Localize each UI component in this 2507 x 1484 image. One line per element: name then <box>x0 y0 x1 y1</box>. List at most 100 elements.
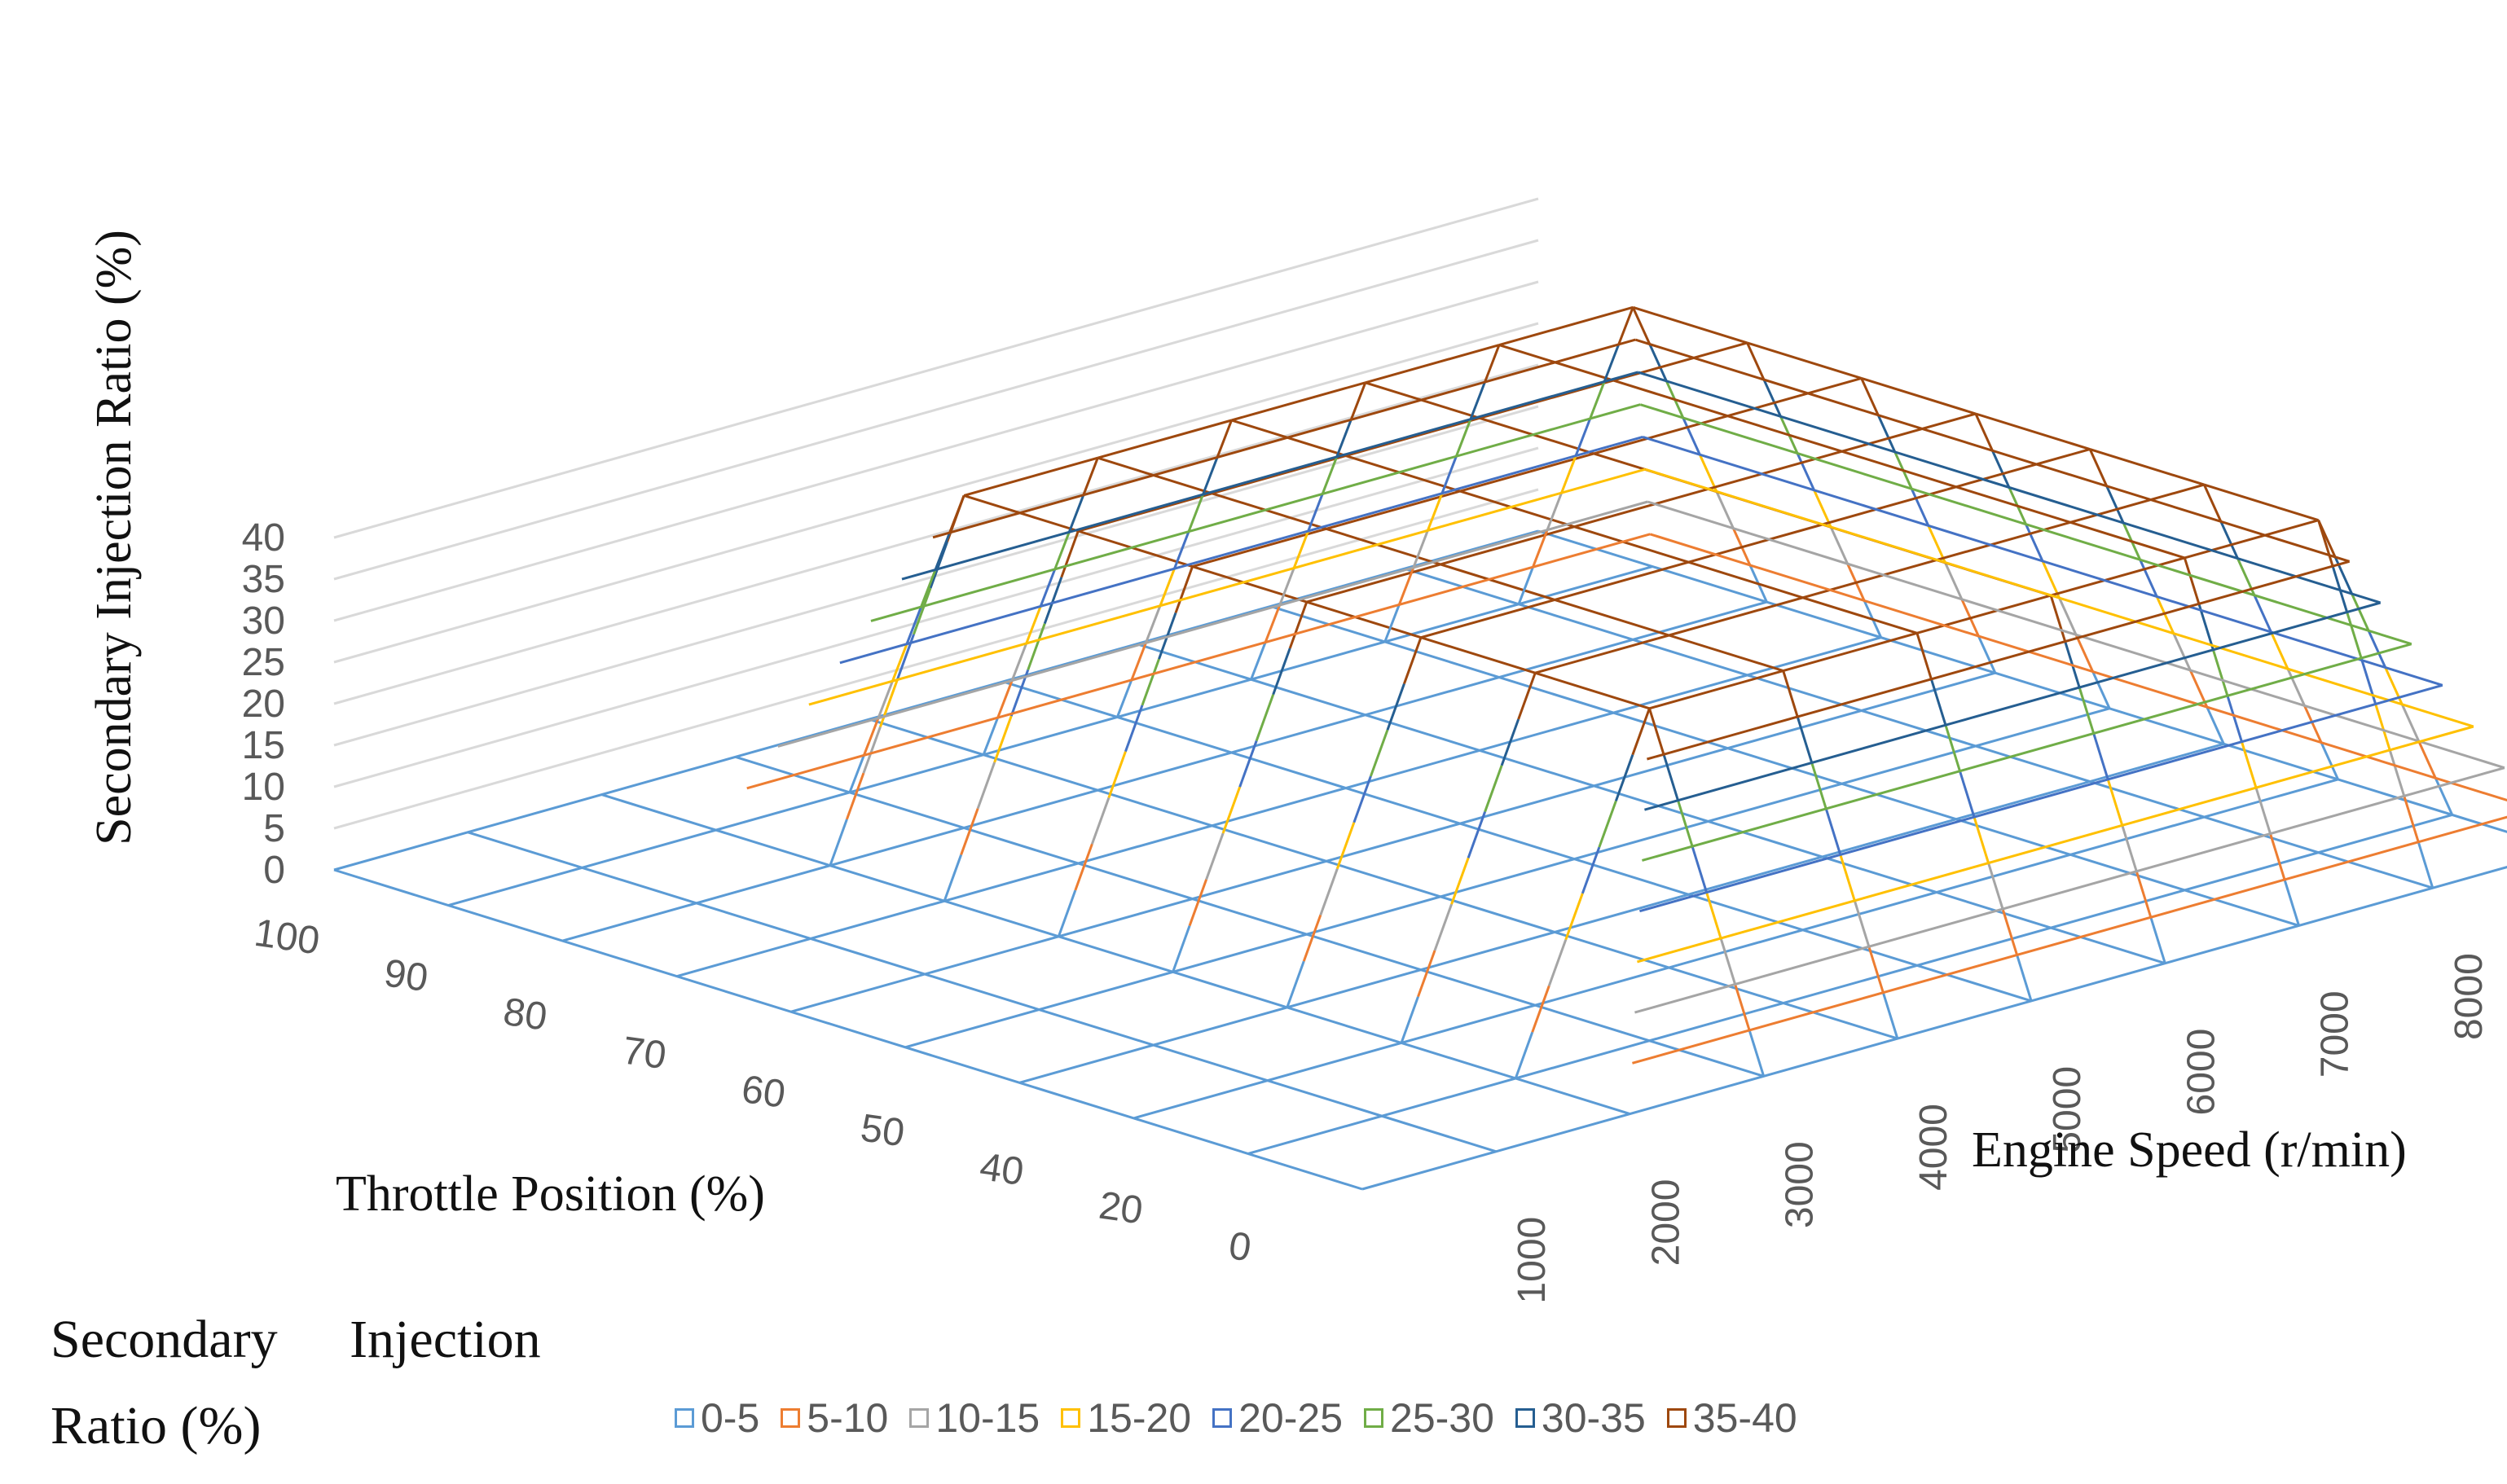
surface-edge <box>1637 725 2474 964</box>
surface-edge <box>1255 694 1275 741</box>
surface-edge <box>2089 448 2205 486</box>
surface-edge <box>1927 525 1946 564</box>
z-gridline <box>333 322 1539 664</box>
surface-edge <box>1762 379 1782 417</box>
surface-edge <box>2069 483 2205 524</box>
surface-edge <box>905 606 922 645</box>
surface-edge <box>963 456 1098 497</box>
surface-edge <box>1715 490 1735 529</box>
surface-edge <box>1335 419 1352 458</box>
surface-edge <box>1440 455 1458 494</box>
legend-label: 0-5 <box>701 1395 760 1441</box>
surface-edge <box>1097 419 1232 459</box>
surface-edge <box>2400 704 2421 742</box>
surface-edge <box>1187 494 1204 533</box>
throttle-tick-label: 0 <box>1226 1224 1254 1270</box>
surface-edge <box>1955 485 2071 524</box>
surface-edge <box>2434 777 2454 816</box>
surface-edge <box>1479 379 1614 419</box>
surface-edge <box>1810 762 1827 810</box>
surface-edge <box>1647 500 2505 770</box>
z-tick-label: 35 <box>242 558 285 601</box>
surface-edge <box>1386 683 1405 731</box>
surface-edge <box>1057 889 1077 937</box>
legend: 0-5 5-10 10-15 15-20 20-25 25-30 30-35 35-40 <box>675 1394 1819 1442</box>
surface-edge <box>1534 634 1669 674</box>
surface-edge <box>1459 490 1575 529</box>
floor-gridline <box>1404 567 2434 889</box>
legend-swatch-icon <box>781 1408 801 1428</box>
z-gridline <box>333 446 1539 788</box>
legend-swatch-icon <box>1666 1408 1687 1428</box>
surface-edge <box>1719 937 1737 985</box>
legend-swatch-icon <box>1364 1408 1384 1428</box>
surface-edge <box>1614 754 1634 801</box>
surface-edge <box>1727 377 1863 418</box>
legend-title-line-2: Ratio (%) <box>51 1396 262 1455</box>
throttle-tick-label: 90 <box>381 951 430 1000</box>
surface-edge <box>1644 468 2474 728</box>
surface-edge <box>1455 419 1472 457</box>
surface-edge <box>1637 371 2382 604</box>
z-gridline <box>333 239 1539 581</box>
surface-edge <box>1077 492 1212 533</box>
surface-edge <box>1975 412 2091 450</box>
surface-edge <box>1631 306 1652 345</box>
surface-edge <box>1581 846 1601 894</box>
surface-edge <box>1286 960 1305 1008</box>
surface-edge <box>862 726 882 774</box>
surface-edge <box>1345 454 1461 493</box>
surface-edge <box>1698 454 1718 493</box>
surface-edge <box>1250 642 1267 680</box>
legend-label: 5-10 <box>807 1395 889 1441</box>
legend-item: 10-15 <box>909 1394 1040 1442</box>
surface-edge <box>2417 740 2437 779</box>
surface-edge <box>1321 456 1339 494</box>
surface-edge <box>1370 729 1389 777</box>
surface-edge <box>1647 560 2351 761</box>
surface-edge <box>1977 635 1997 674</box>
surface-edge <box>1124 705 1144 753</box>
surface-edge <box>1420 636 1536 674</box>
surface-edge <box>1841 450 1957 489</box>
throttle-tick-label: 40 <box>977 1145 1026 1194</box>
surface-edge <box>1802 596 1918 634</box>
surface-edge <box>1853 900 1871 947</box>
z-gridline <box>333 280 1539 622</box>
legend-item: 35-40 <box>1666 1394 1797 1442</box>
throttle-axis-title: Throttle Position (%) <box>336 1166 765 1222</box>
surface-edge <box>1734 983 1751 1031</box>
surface-edge <box>1648 708 1665 755</box>
surface-edge <box>1876 415 1897 453</box>
surface-edge <box>2253 595 2272 633</box>
legend-title-word-2: Injection <box>350 1310 541 1369</box>
surface-edge <box>1669 596 1804 637</box>
surface-edge <box>1564 893 1584 941</box>
surface-edge <box>2403 795 2420 843</box>
surface-edge <box>934 532 951 571</box>
legend-item: 25-30 <box>1364 1394 1494 1442</box>
surface-edge <box>2333 556 2353 595</box>
surface-edge <box>808 468 1646 706</box>
surface-edge <box>1144 605 1162 643</box>
surface-edge <box>1974 413 1994 451</box>
surface-edge <box>1174 566 1194 613</box>
surface-edge <box>1319 868 1339 915</box>
surface-edge <box>1450 857 1470 905</box>
surface-edge <box>839 436 1643 665</box>
surface-edge <box>1067 494 1085 533</box>
surface-edge <box>1649 670 1784 710</box>
surface-edge <box>1090 797 1111 845</box>
surface-edge <box>901 371 1638 581</box>
surface-edge <box>1060 530 1080 578</box>
surface-edge <box>1839 854 1856 902</box>
surface-edge <box>1264 604 1282 643</box>
legend-label: 10-15 <box>935 1395 1040 1441</box>
surface-edge <box>1288 601 1308 649</box>
engine-speed-tick-label: 2000 <box>1644 1179 1687 1267</box>
surface-edge <box>1822 485 1957 526</box>
surface-edge <box>2346 612 2363 659</box>
surface-edge <box>2155 595 2175 634</box>
surface-edge <box>1531 985 1550 1033</box>
surface-edge <box>2091 670 2111 709</box>
